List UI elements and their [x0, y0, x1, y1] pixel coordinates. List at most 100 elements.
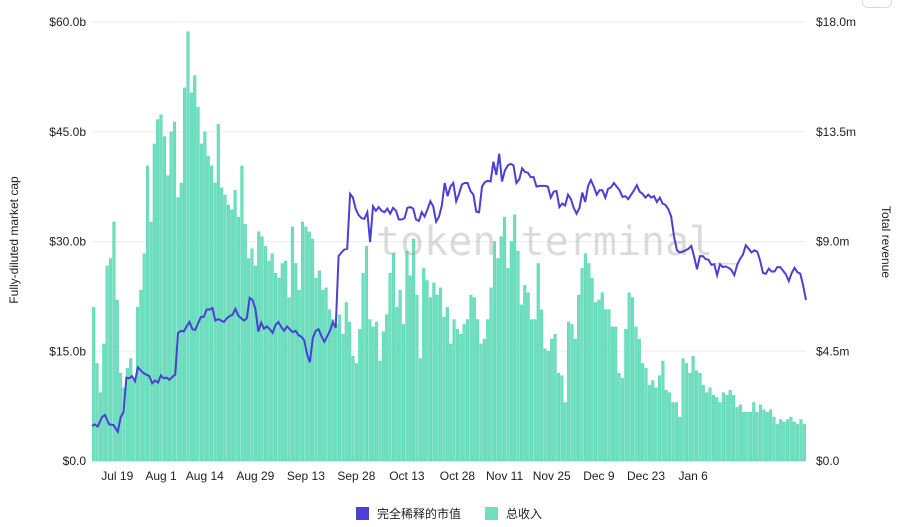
right-tick-label: $4.5m — [816, 344, 849, 358]
revenue-bar — [624, 329, 628, 462]
revenue-bar — [449, 343, 453, 462]
legend-item-revenue[interactable]: 总收入 — [485, 505, 542, 522]
revenue-bar — [122, 387, 126, 462]
revenue-bar — [92, 307, 96, 462]
revenue-bar — [546, 351, 550, 462]
revenue-bar — [688, 373, 692, 462]
revenue-bar — [277, 277, 281, 462]
revenue-bar — [644, 368, 648, 462]
revenue-bar — [162, 136, 166, 462]
revenue-bar — [627, 292, 631, 462]
revenue-bar — [125, 368, 129, 462]
revenue-bar — [321, 290, 325, 462]
revenue-bar — [725, 394, 729, 462]
watermark: token terminal_ — [376, 219, 738, 265]
revenue-bar — [748, 412, 752, 462]
revenue-bar — [435, 294, 439, 462]
revenue-bar — [634, 326, 638, 462]
revenue-bar — [789, 416, 793, 462]
revenue-bar — [220, 187, 224, 462]
revenue-bar — [408, 275, 412, 462]
revenue-bar — [590, 277, 594, 462]
revenue-bar — [553, 333, 557, 462]
revenue-bar — [139, 290, 143, 462]
revenue-bar — [422, 268, 426, 462]
x-tick-label: Oct 28 — [440, 469, 476, 483]
x-tick-label: Jul 19 — [101, 469, 133, 483]
x-tick-label: Sep 28 — [337, 469, 375, 483]
revenue-bar — [172, 121, 177, 462]
revenue-bar — [745, 412, 749, 462]
revenue-bar — [513, 214, 517, 462]
revenue-bar — [364, 246, 369, 462]
revenue-bar — [526, 292, 530, 462]
revenue-bar — [405, 251, 409, 462]
revenue-bar — [243, 224, 247, 462]
revenue-bar — [482, 338, 486, 462]
revenue-bar — [765, 412, 769, 462]
revenue-bar — [668, 392, 672, 462]
revenue-bar — [769, 409, 773, 462]
legend-item-fdv[interactable]: 完全稀释的市值 — [355, 505, 461, 522]
revenue-bar — [112, 221, 116, 462]
revenue-bar — [570, 324, 574, 462]
corner-control[interactable] — [862, 0, 892, 8]
revenue-bar — [428, 297, 433, 462]
revenue-bar — [678, 416, 682, 462]
revenue-bar — [752, 402, 756, 462]
revenue-bar — [284, 260, 288, 462]
revenue-bar — [563, 402, 567, 462]
revenue-bar — [755, 412, 759, 462]
revenue-bar — [796, 424, 800, 462]
revenue-bar — [742, 412, 746, 462]
revenue-bar — [135, 307, 140, 462]
revenue-bar — [593, 302, 598, 462]
revenue-bar — [189, 92, 193, 462]
revenue-bar — [203, 131, 207, 462]
revenue-bar — [250, 248, 254, 462]
revenue-bar — [556, 373, 560, 462]
revenue-bar — [610, 326, 614, 462]
revenue-bar — [775, 424, 779, 462]
revenue-bar — [348, 321, 352, 462]
revenue-bar — [543, 348, 547, 462]
revenue-bar — [236, 216, 241, 462]
revenue-bar — [253, 265, 257, 462]
revenue-bar — [233, 190, 237, 462]
revenue-bar — [718, 402, 722, 462]
revenue-bar — [607, 309, 611, 462]
left-tick-label: $15.0b — [49, 344, 86, 358]
revenue-bar — [674, 402, 678, 462]
revenue-bar — [560, 375, 564, 462]
revenue-bar — [199, 143, 203, 462]
revenue-bar — [469, 294, 473, 462]
revenue-bar — [631, 297, 635, 462]
revenue-bar — [691, 355, 695, 462]
revenue-bar — [263, 246, 267, 462]
revenue-bar — [577, 294, 581, 462]
legend-swatch-fdv — [355, 507, 369, 520]
revenue-bar — [617, 373, 621, 462]
revenue-bar — [779, 419, 783, 462]
revenue-bar — [375, 321, 379, 462]
revenue-bar — [324, 287, 328, 462]
revenue-bar — [479, 343, 483, 462]
revenue-bar — [799, 419, 803, 462]
revenue-bar — [418, 358, 422, 462]
x-axis-ticks: Jul 19 Aug 1 Aug 14 Aug 29 Sep 13 Sep 28 Oct 1… — [101, 469, 708, 483]
revenue-bar — [108, 258, 113, 462]
revenue-bar — [620, 377, 624, 462]
revenue-bar — [142, 253, 146, 462]
chart: token terminal_ $0.0 $15.0b $30.0b $45.0b $6… — [7, 15, 893, 483]
revenue-bar — [351, 355, 355, 462]
revenue-bar — [280, 263, 284, 462]
revenue-bar — [802, 424, 806, 462]
revenue-bar — [334, 324, 338, 462]
revenue-bar — [715, 397, 719, 462]
revenue-bar — [186, 31, 190, 462]
revenue-bar — [772, 416, 776, 462]
revenue-bar — [536, 263, 540, 462]
revenue-bar — [294, 263, 298, 462]
x-tick-label: Aug 1 — [145, 469, 177, 483]
x-tick-label: Nov 11 — [486, 469, 523, 483]
